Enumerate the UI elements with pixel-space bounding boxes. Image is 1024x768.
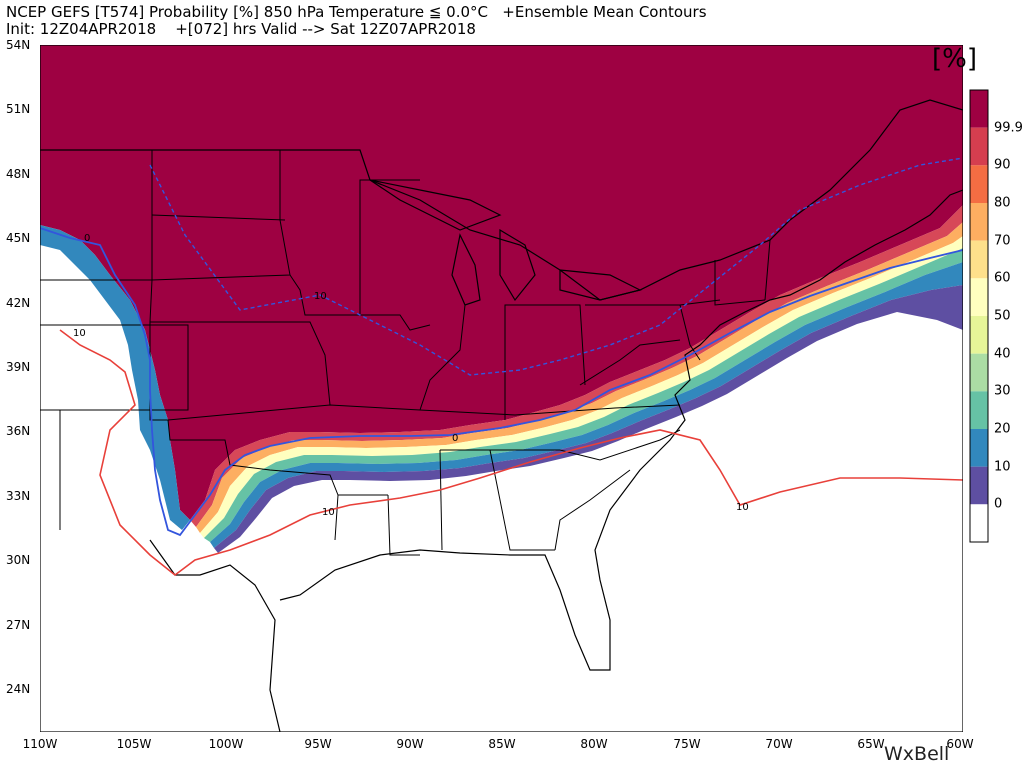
contour-label-ten-east: 10 — [736, 502, 749, 513]
colorbar-label: 20 — [994, 421, 1011, 437]
lon-label: 65W — [857, 737, 885, 751]
probability-field-max — [40, 45, 963, 520]
lon-label: 105W — [116, 737, 152, 751]
colorbar-swatch — [970, 127, 988, 166]
lon-label: 100W — [208, 737, 244, 751]
lon-label: 90W — [396, 737, 424, 751]
probability-band-0 — [214, 285, 963, 553]
colorbar-label: 90 — [994, 157, 1011, 173]
colorbar-label: 30 — [994, 383, 1011, 399]
title-line-2: Init: 12Z04APR2018 +[072] hrs Valid --> … — [6, 20, 476, 38]
lon-label: 70W — [765, 737, 793, 751]
contour-label-zero-east: 0 — [452, 433, 458, 444]
canada-border — [40, 99, 963, 301]
contour-label-ten-north: 10 — [314, 291, 327, 302]
ensemble-mean-zero-contour — [40, 227, 963, 537]
ensemble-mean-ten-contour — [59, 329, 963, 577]
lat-label: 27N — [6, 618, 31, 632]
colorbar-swatch — [970, 504, 988, 542]
colorbar-swatch — [970, 316, 988, 354]
lon-label: 95W — [304, 737, 332, 751]
coastline — [149, 189, 963, 732]
lon-label: 85W — [488, 737, 516, 751]
lat-label: 33N — [6, 489, 31, 503]
great-lakes — [369, 179, 642, 306]
colorbar-label: 50 — [994, 308, 1011, 324]
contour-label-zero-west: 0 — [84, 233, 90, 244]
colorbar-swatch — [970, 466, 988, 505]
chart-title: NCEP GEFS [T574] Probability [%] 850 hPa… — [6, 4, 707, 38]
lat-label: 24N — [6, 682, 31, 696]
colorbar-label: 40 — [994, 346, 1011, 362]
lat-label: 51N — [6, 102, 31, 116]
colorbar-swatch — [970, 240, 988, 279]
lat-label: 36N — [6, 424, 31, 438]
title-line-1: NCEP GEFS [T574] Probability [%] 850 hPa… — [6, 3, 707, 21]
wxbell-logo: WxBell — [884, 743, 950, 765]
colorbar-label: 10 — [994, 459, 1011, 475]
lon-label: 80W — [580, 737, 608, 751]
colorbar-label: 70 — [994, 233, 1011, 249]
lat-label: 48N — [6, 167, 31, 181]
colorbar-frame — [969, 89, 989, 543]
lon-label: 75W — [673, 737, 701, 751]
colorbar — [969, 89, 989, 543]
colorbar-swatch — [970, 429, 988, 467]
colorbar-swatch — [970, 203, 988, 241]
colorbar-unit: [%] — [932, 44, 977, 74]
probability-band-west — [40, 225, 190, 530]
lon-label: 110W — [22, 737, 58, 751]
colorbar-swatch — [970, 353, 988, 392]
colorbar-swatch — [970, 391, 988, 429]
contour-label-ten-south: 10 — [322, 507, 335, 518]
lat-label: 42N — [6, 296, 31, 310]
lat-label: 30N — [6, 553, 31, 567]
plot-area — [40, 45, 963, 732]
colorbar-swatch — [970, 90, 988, 128]
lat-label: 54N — [6, 38, 31, 52]
contour-label-ten-west: 10 — [73, 328, 86, 339]
colorbar-swatch — [970, 278, 988, 316]
lat-label: 39N — [6, 360, 31, 374]
lon-label: 60W — [946, 737, 974, 751]
colorbar-label: 60 — [994, 270, 1011, 286]
ensemble-mean-zero-dashed — [149, 157, 963, 376]
colorbar-swatch — [970, 165, 988, 203]
lat-label: 45N — [6, 231, 31, 245]
colorbar-label: 0 — [994, 496, 1003, 512]
colorbar-label: 80 — [994, 195, 1011, 211]
colorbar-label: 99.9 — [994, 120, 1023, 136]
